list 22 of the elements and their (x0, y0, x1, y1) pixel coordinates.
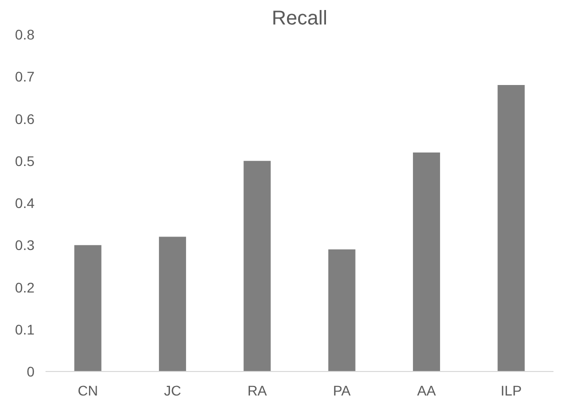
y-tick-label: 0.3 (15, 237, 35, 254)
bar (244, 160, 271, 372)
x-tick-label: RA (247, 382, 268, 398)
y-tick-label: 0.6 (15, 110, 35, 127)
y-tick-label: 0.5 (15, 152, 35, 169)
bar (328, 249, 356, 372)
y-tick-label: 0 (26, 364, 35, 380)
bar (158, 236, 186, 372)
y-tick-label: 0.1 (15, 321, 35, 338)
bar (412, 152, 440, 372)
bar (74, 245, 102, 372)
x-tick-label: CN (78, 382, 98, 398)
x-tick-label: ILP (500, 382, 522, 398)
y-tick-label: 0.7 (15, 68, 35, 85)
chart-title: Recall (272, 8, 328, 30)
x-tick-label: PA (333, 382, 352, 398)
x-tick-label: JC (164, 382, 182, 398)
y-tick-label: 0.4 (15, 195, 35, 211)
y-tick-label: 0.8 (15, 26, 35, 42)
bar (498, 85, 525, 372)
y-tick-label: 0.2 (15, 279, 35, 296)
x-tick-label: AA (417, 382, 436, 398)
